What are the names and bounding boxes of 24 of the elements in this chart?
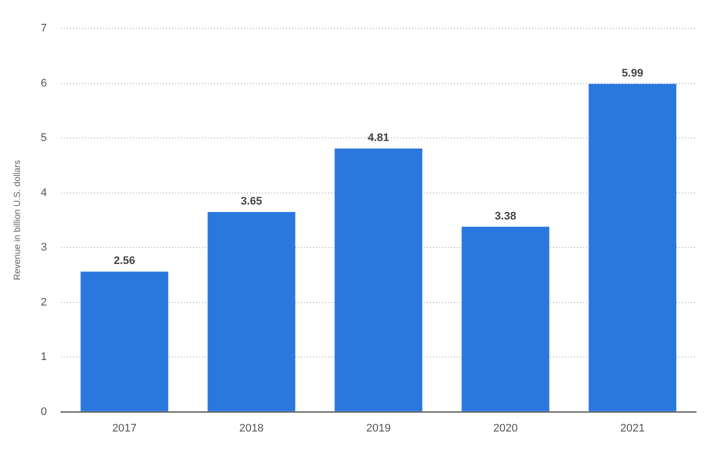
data-label: 5.99 [622, 67, 644, 80]
data-label: 4.81 [368, 132, 390, 144]
x-tick-label: 2018 [239, 422, 264, 434]
y-tick-label: 3 [40, 242, 47, 254]
data-label: 3.38 [494, 210, 516, 222]
bar [588, 84, 676, 412]
x-tick-label: 2020 [493, 422, 518, 434]
y-tick-label: 5 [40, 132, 47, 144]
y-tick-label: 2 [40, 296, 47, 308]
y-tick-label: 0 [40, 406, 47, 418]
x-tick-label: 2019 [366, 422, 391, 434]
bar [208, 212, 296, 412]
y-tick-label: 1 [40, 351, 47, 364]
data-label: 3.65 [240, 196, 262, 208]
y-tick-label: 4 [40, 186, 47, 199]
bar [80, 272, 168, 412]
y-tick-label: 7 [40, 22, 47, 35]
y-tick-label: 6 [40, 77, 47, 90]
x-tick-label: 2017 [112, 422, 137, 434]
y-axis-title: Revenue in billion U.S. dollars [12, 160, 22, 280]
bar [462, 226, 550, 412]
x-tick-label: 2021 [620, 422, 645, 434]
bar [334, 148, 422, 412]
data-label: 2.56 [114, 255, 136, 268]
